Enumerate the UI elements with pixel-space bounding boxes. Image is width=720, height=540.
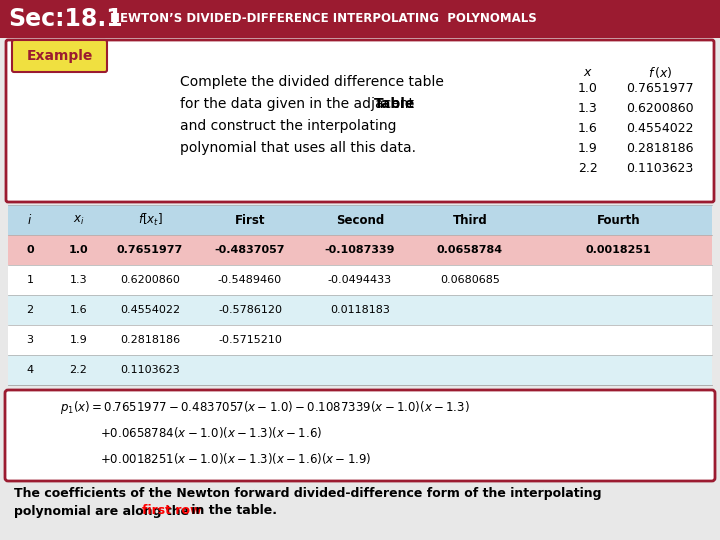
Bar (8, 205, 712, 385)
Bar (8, 265, 712, 295)
Text: -0.5489460: -0.5489460 (218, 275, 282, 285)
Text: 0.0118183: 0.0118183 (330, 305, 390, 315)
Text: polynomial are along the: polynomial are along the (14, 504, 194, 517)
Text: -0.5786120: -0.5786120 (218, 305, 282, 315)
Text: 0.1103623: 0.1103623 (120, 365, 180, 375)
Text: $+ 0.0658784(x - 1.0)(x - 1.3)(x - 1.6)$: $+ 0.0658784(x - 1.0)(x - 1.3)(x - 1.6)$ (100, 424, 322, 440)
Bar (8, 355, 712, 385)
Text: 1.3: 1.3 (70, 275, 87, 285)
Text: 3: 3 (27, 335, 34, 345)
Text: -0.5715210: -0.5715210 (218, 335, 282, 345)
Bar (0, 0, 720, 38)
Text: $i$: $i$ (27, 213, 32, 227)
Text: 0.0680685: 0.0680685 (440, 275, 500, 285)
Text: 1: 1 (27, 275, 34, 285)
Text: 1.6: 1.6 (70, 305, 87, 315)
Text: 0.6200860: 0.6200860 (120, 275, 180, 285)
Text: Fourth: Fourth (597, 213, 640, 226)
Text: Complete the divided difference table: Complete the divided difference table (180, 75, 444, 89)
Bar (8, 235, 712, 265)
Text: $p_1(x) = 0.7651977 - 0.4837057(x - 1.0) - 0.1087339(x - 1.0)(x - 1.3)$: $p_1(x) = 0.7651977 - 0.4837057(x - 1.0)… (60, 400, 470, 416)
Text: 1.0: 1.0 (68, 245, 89, 255)
Text: 1.0: 1.0 (578, 82, 598, 94)
Text: -0.1087339: -0.1087339 (325, 245, 395, 255)
Bar (8, 325, 712, 355)
Text: 0.2818186: 0.2818186 (120, 335, 180, 345)
Text: 1.9: 1.9 (70, 335, 87, 345)
Text: 0: 0 (26, 245, 34, 255)
Text: 0.6200860: 0.6200860 (626, 102, 694, 114)
Text: $x_i$: $x_i$ (73, 213, 84, 227)
Text: Third: Third (453, 213, 487, 226)
Text: Sec:18.1: Sec:18.1 (8, 7, 122, 31)
Text: and construct the interpolating: and construct the interpolating (180, 119, 397, 133)
Text: First: First (235, 213, 265, 226)
Text: 0.0018251: 0.0018251 (585, 245, 652, 255)
Text: Table: Table (374, 97, 415, 111)
Text: polynomial that uses all this data.: polynomial that uses all this data. (180, 141, 416, 155)
Text: 0.7651977: 0.7651977 (626, 82, 694, 94)
Text: 2.2: 2.2 (70, 365, 87, 375)
Text: in the table.: in the table. (187, 504, 277, 517)
Text: first row: first row (142, 504, 201, 517)
FancyBboxPatch shape (5, 390, 715, 481)
Text: for the data given in the adjacent: for the data given in the adjacent (180, 97, 418, 111)
FancyBboxPatch shape (12, 40, 107, 72)
Bar (8, 295, 712, 325)
Text: 0.4554022: 0.4554022 (120, 305, 180, 315)
Bar (8, 205, 712, 235)
Text: $f\left[x_t\right]$: $f\left[x_t\right]$ (138, 212, 163, 228)
Text: 0.4554022: 0.4554022 (626, 122, 694, 134)
Text: NEWTON’S DIVIDED-DIFFERENCE INTERPOLATING  POLYNOMALS: NEWTON’S DIVIDED-DIFFERENCE INTERPOLATIN… (110, 12, 536, 25)
Text: 2.2: 2.2 (578, 161, 598, 174)
Text: 1.3: 1.3 (578, 102, 598, 114)
Text: $x$: $x$ (583, 65, 593, 78)
Text: 4: 4 (27, 365, 34, 375)
Text: 0.2818186: 0.2818186 (626, 141, 694, 154)
Text: 0.1103623: 0.1103623 (626, 161, 693, 174)
FancyBboxPatch shape (6, 40, 714, 202)
Text: 0.0658784: 0.0658784 (437, 245, 503, 255)
Text: Example: Example (27, 49, 93, 63)
Text: -0.0494433: -0.0494433 (328, 275, 392, 285)
Text: $+ 0.0018251(x - 1.0)(x - 1.3)(x - 1.6)(x - 1.9)$: $+ 0.0018251(x - 1.0)(x - 1.3)(x - 1.6)(… (100, 450, 372, 465)
Text: -0.4837057: -0.4837057 (215, 245, 285, 255)
Text: 2: 2 (27, 305, 34, 315)
Text: 0.7651977: 0.7651977 (117, 245, 183, 255)
Text: Second: Second (336, 213, 384, 226)
Text: $f\,(x)$: $f\,(x)$ (648, 64, 672, 79)
Text: 1.9: 1.9 (578, 141, 598, 154)
Text: 1.6: 1.6 (578, 122, 598, 134)
Text: The coefficients of the Newton forward divided-difference form of the interpolat: The coefficients of the Newton forward d… (14, 487, 601, 500)
